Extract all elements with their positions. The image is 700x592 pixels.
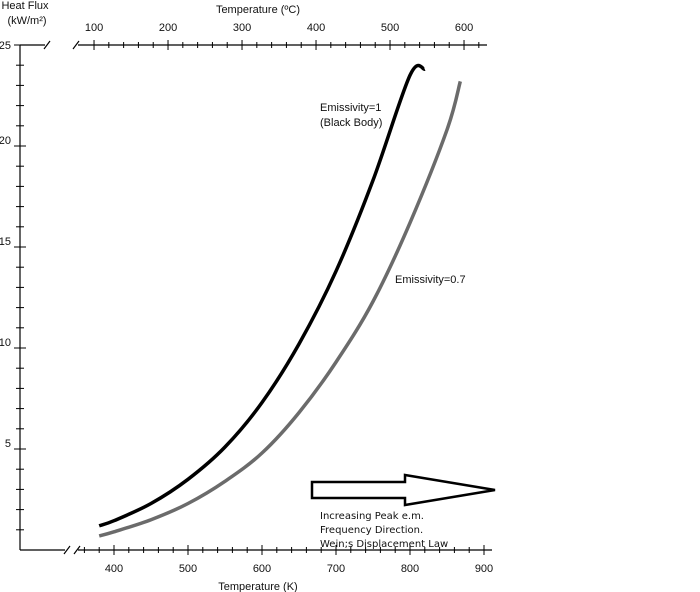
x-top-tick-label: 400 [307,22,325,34]
series-2-label: Emissivity=0.7 [395,274,466,286]
x-axis-bottom-ticks: 400 500 600 700 800 900 [83,545,493,575]
annotation-line-1: Increasing Peak e.m. [320,511,424,522]
y-tick-label: 25 [0,40,11,52]
y-tick-label: 5 [5,438,11,450]
x-bottom-tick-label: 500 [179,563,197,575]
x-bottom-tick-label: 600 [253,563,271,575]
series-1-label: Emissivity=1 [320,102,381,114]
x-top-tick-label: 200 [159,22,177,34]
x-axis-top-title: Temperature (ºC) [216,4,300,16]
x-top-tick-label: 300 [233,22,251,34]
y-tick-label: 15 [0,236,11,248]
bottom-axis-break-right [73,545,81,555]
bottom-axis-break-left [63,545,71,555]
x-top-tick-label: 600 [455,22,473,34]
top-axis-break-left [43,40,51,50]
x-bottom-tick-label: 800 [401,563,419,575]
x-top-tick-label: 500 [381,22,399,34]
y-tick-label: 20 [0,135,11,147]
annotation-line-2: Frequency Direction. [320,525,423,536]
annotation-line-3: Wein;s Displacement Law [320,539,448,550]
x-bottom-tick-label: 900 [475,563,493,575]
x-bottom-tick-label: 700 [327,563,345,575]
series-line-2 [98,80,462,538]
y-tick-label: 10 [0,337,11,349]
y-axis-title-line2: (kW/m²) [7,15,46,27]
x-top-tick-label: 100 [85,22,103,34]
series-1-sublabel: (Black Body) [320,117,382,129]
x-bottom-tick-label: 400 [105,563,123,575]
series-line-1 [98,63,426,528]
top-axis-break-right [72,40,80,50]
y-axis-title-line1: Heat Flux [1,0,49,12]
x-axis-bottom-title: Temperature (K) [218,581,297,592]
series-group [98,63,462,538]
arrow-right-icon [310,473,496,507]
x-axis-top-ticks: 100 200 300 400 500 600 [85,22,480,50]
y-axis-ticks: 5 10 15 20 25 [0,40,26,531]
